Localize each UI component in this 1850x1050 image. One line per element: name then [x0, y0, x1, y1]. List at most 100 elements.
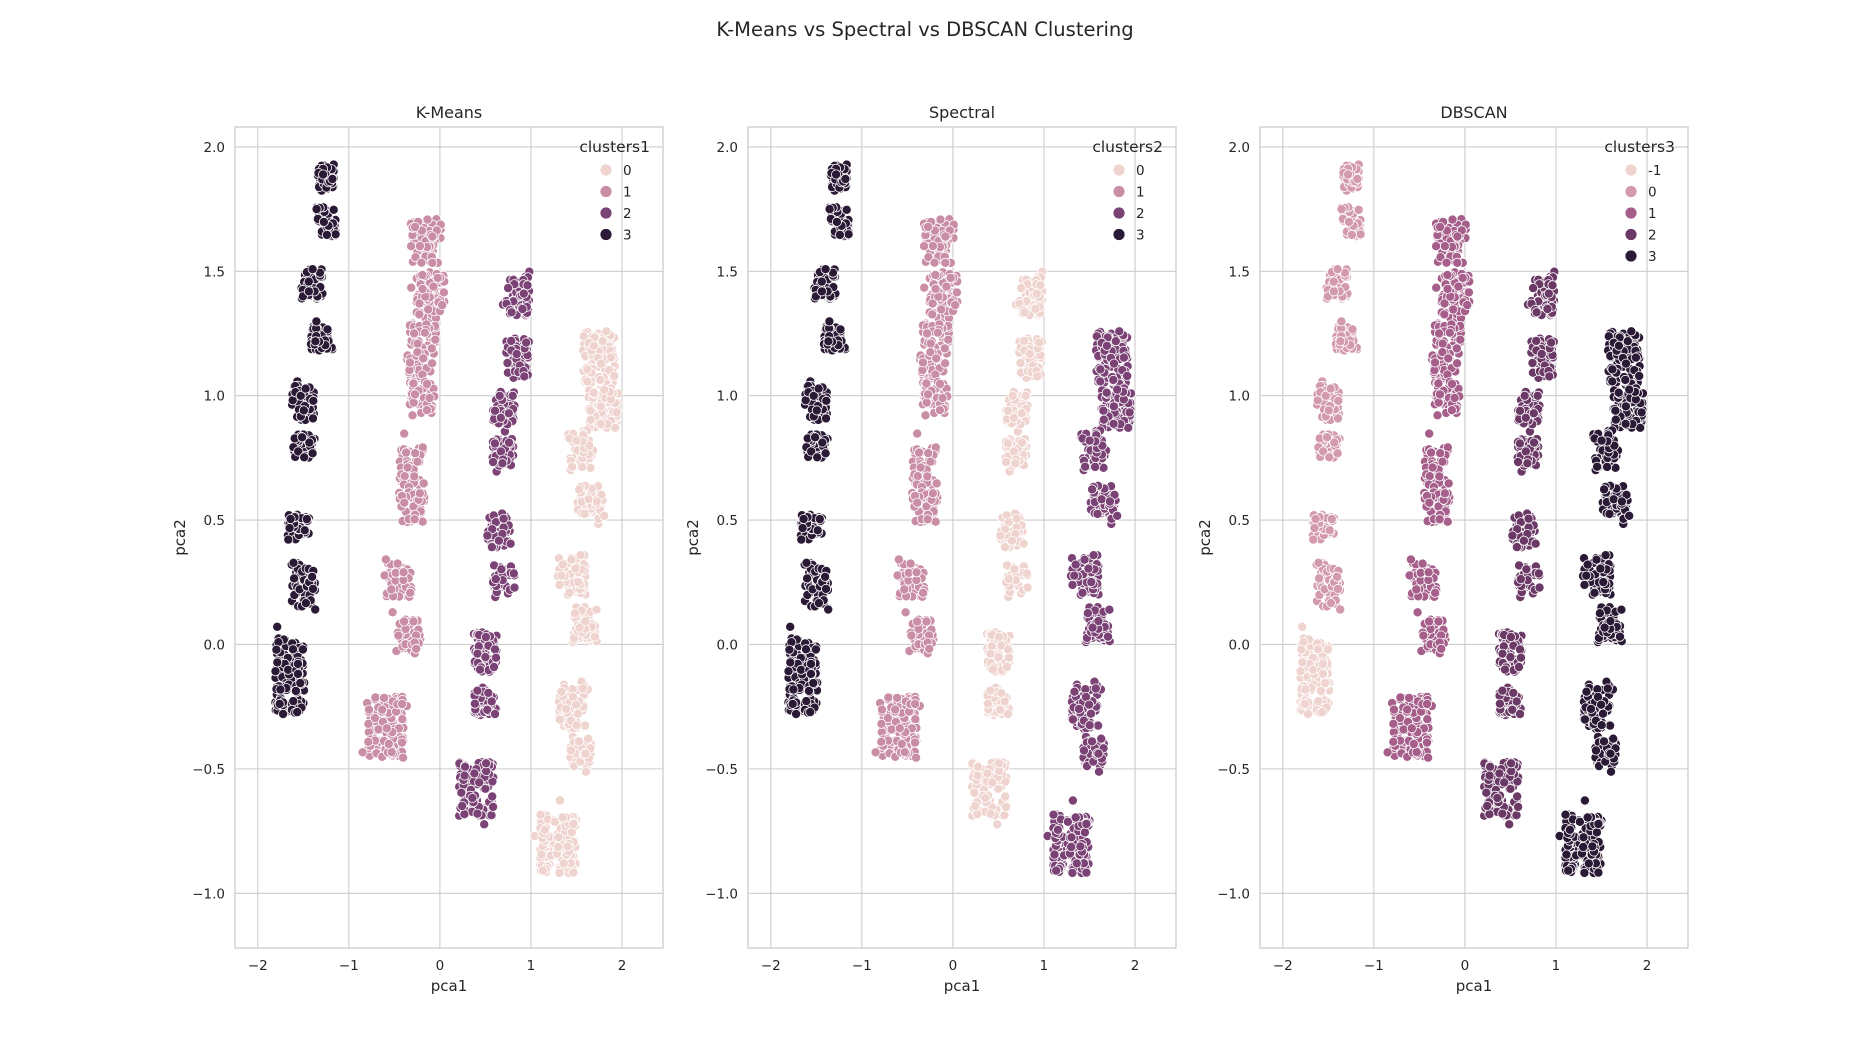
- data-point: [573, 708, 584, 719]
- data-point: [290, 685, 301, 696]
- data-point: [399, 616, 410, 627]
- data-point: [489, 644, 500, 655]
- data-point: [988, 664, 999, 675]
- data-point: [1086, 577, 1097, 588]
- data-point: [581, 766, 592, 777]
- data-point: [1081, 819, 1092, 830]
- data-point: [495, 446, 506, 457]
- data-point: [409, 514, 420, 525]
- data-point: [557, 559, 568, 570]
- data-point: [275, 684, 286, 695]
- data-point: [1092, 508, 1103, 519]
- figure-suptitle: K-Means vs Spectral vs DBSCAN Clustering: [716, 18, 1133, 41]
- data-point: [1075, 841, 1086, 852]
- data-point: [802, 573, 813, 584]
- data-point: [1094, 766, 1105, 777]
- data-point: [1067, 579, 1078, 590]
- data-point: [808, 678, 819, 689]
- data-point: [1118, 352, 1129, 363]
- data-point: [1019, 335, 1030, 346]
- data-point: [1069, 570, 1080, 581]
- data-point: [925, 456, 936, 467]
- data-point: [814, 514, 825, 525]
- data-point: [996, 687, 1007, 698]
- data-point: [459, 809, 470, 820]
- x-tick-label: 1: [527, 958, 536, 974]
- legend-marker: [599, 185, 613, 198]
- data-point: [892, 692, 903, 703]
- data-point: [583, 494, 594, 505]
- data-point: [1108, 401, 1119, 412]
- data-point: [554, 714, 565, 725]
- data-point: [278, 709, 289, 720]
- data-point: [905, 558, 916, 569]
- data-point: [393, 630, 404, 641]
- data-point: [824, 316, 835, 327]
- data-point: [841, 204, 852, 215]
- data-point: [567, 461, 578, 472]
- data-point: [307, 571, 318, 582]
- data-point: [480, 652, 491, 663]
- data-point: [950, 300, 961, 311]
- data-point: [293, 446, 304, 457]
- data-point: [597, 336, 608, 347]
- data-point: [994, 758, 1005, 769]
- data-point: [571, 435, 582, 446]
- data-point: [935, 378, 946, 389]
- data-point: [923, 221, 934, 232]
- data-point: [494, 390, 505, 401]
- data-point: [972, 770, 983, 781]
- data-point: [1110, 336, 1121, 347]
- data-point: [270, 666, 281, 677]
- data-point: [1052, 824, 1063, 835]
- data-point: [820, 448, 831, 459]
- data-point: [272, 657, 283, 668]
- data-point: [483, 687, 494, 698]
- data-point: [553, 832, 564, 843]
- data-point: [1000, 791, 1011, 802]
- data-point: [810, 432, 821, 443]
- data-point: [1017, 437, 1028, 448]
- data-point: [1108, 374, 1119, 385]
- data-point: [401, 447, 412, 458]
- data-point: [518, 288, 529, 299]
- data-point: [383, 739, 394, 750]
- legend-marker: [599, 228, 613, 241]
- data-point: [1124, 407, 1135, 418]
- data-point: [1096, 494, 1107, 505]
- data-point: [467, 793, 478, 804]
- data-point: [1002, 662, 1013, 673]
- data-point: [595, 401, 606, 412]
- data-point: [1087, 736, 1098, 747]
- data-point: [876, 718, 887, 729]
- data-point: [985, 685, 996, 696]
- data-point: [554, 867, 565, 878]
- data-point: [517, 303, 528, 314]
- data-point: [311, 316, 322, 327]
- data-point: [412, 347, 423, 358]
- data-point: [893, 554, 904, 565]
- data-point: [381, 723, 392, 734]
- data-point: [571, 720, 582, 731]
- data-point: [1077, 587, 1088, 598]
- data-point: [405, 587, 416, 598]
- data-point: [1006, 535, 1017, 546]
- data-point: [553, 842, 564, 853]
- y-tick-label: 0.5: [204, 513, 225, 529]
- data-point: [407, 410, 418, 421]
- data-point: [490, 652, 501, 663]
- data-point: [935, 214, 946, 225]
- data-point: [558, 858, 569, 869]
- data-point: [489, 438, 500, 449]
- legend-marker: [599, 206, 613, 220]
- data-point: [386, 584, 397, 595]
- data-point: [840, 173, 851, 184]
- data-point: [397, 699, 408, 710]
- data-point: [816, 276, 827, 287]
- data-point: [404, 357, 415, 368]
- x-tick-label: 1: [1040, 958, 1049, 974]
- data-point: [1002, 438, 1013, 449]
- data-point: [472, 808, 483, 819]
- data-point: [605, 352, 616, 363]
- data-point: [406, 241, 417, 252]
